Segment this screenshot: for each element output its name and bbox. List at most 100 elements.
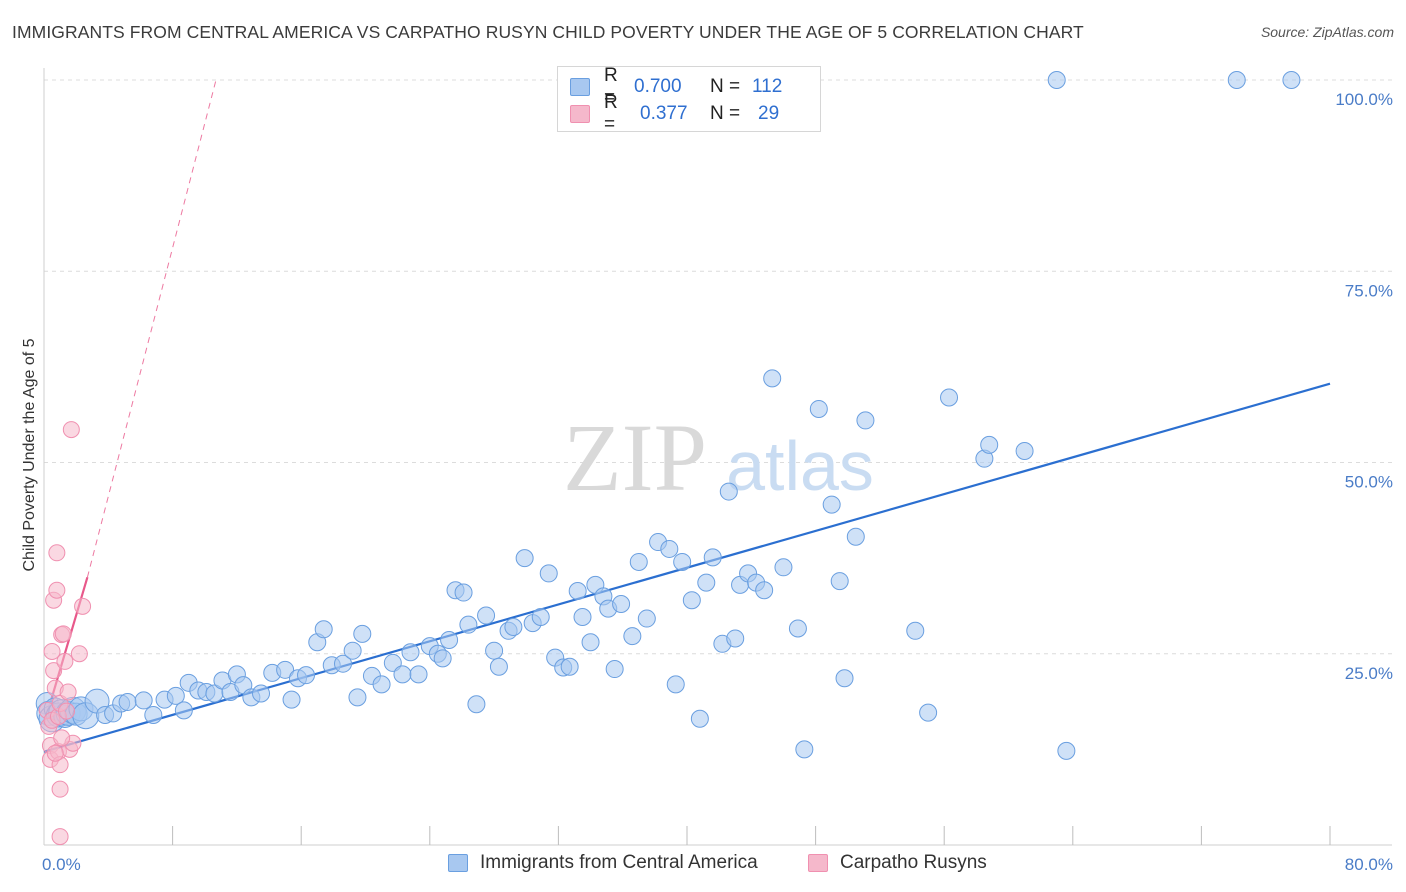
point-carpatho-rusyns bbox=[43, 642, 61, 660]
point-central-america bbox=[673, 552, 692, 571]
point-central-america bbox=[297, 666, 316, 685]
series-legend-carpatho-rusyns[interactable]: Carpatho Rusyns bbox=[808, 852, 987, 874]
source-label: Source: ZipAtlas.com bbox=[1260, 24, 1394, 40]
gridlines bbox=[44, 79, 1392, 655]
point-central-america bbox=[333, 654, 352, 673]
series-legend: Immigrants from Central America Carpatho… bbox=[0, 852, 1406, 878]
point-central-america bbox=[440, 630, 459, 649]
watermark: ZIP atlas bbox=[563, 404, 874, 511]
point-central-america bbox=[788, 619, 807, 638]
series-swatch-pink bbox=[808, 854, 828, 872]
point-central-america bbox=[573, 608, 592, 627]
point-central-america bbox=[980, 435, 999, 454]
y-axis-label: Child Poverty Under the Age of 5 bbox=[21, 338, 38, 571]
legend-r-label: R = bbox=[604, 65, 618, 108]
point-central-america bbox=[515, 549, 534, 568]
trend-extension-carpatho-rusyns bbox=[86, 79, 217, 578]
point-central-america bbox=[623, 627, 642, 646]
point-central-america bbox=[372, 675, 391, 694]
y-tick-label: 75.0% bbox=[1345, 281, 1393, 300]
axes bbox=[43, 68, 1392, 846]
point-central-america bbox=[690, 709, 709, 728]
chart-title: IMMIGRANTS FROM CENTRAL AMERICA VS CARPA… bbox=[12, 22, 1084, 42]
y-tick-label: 25.0% bbox=[1345, 664, 1393, 683]
legend-r-value: 0.700 bbox=[634, 76, 682, 97]
point-carpatho-rusyns bbox=[51, 780, 69, 798]
legend-r-value: 0.377 bbox=[640, 103, 688, 124]
point-central-america bbox=[755, 581, 774, 600]
point-central-america bbox=[539, 564, 558, 583]
legend-n-label: N = bbox=[710, 103, 741, 124]
legend-row-central-america: R = 0.700 N = 112 bbox=[570, 65, 783, 108]
point-central-america bbox=[485, 641, 504, 660]
series-legend-central-america[interactable]: Immigrants from Central America bbox=[448, 852, 758, 874]
x-tick-label: 80.0% bbox=[1345, 855, 1393, 874]
point-central-america bbox=[846, 527, 865, 546]
point-central-america bbox=[919, 703, 938, 722]
point-central-america bbox=[433, 649, 452, 668]
point-central-america bbox=[531, 608, 550, 627]
x-tick-labels: 0.0% 80.0% bbox=[42, 855, 1393, 874]
point-carpatho-rusyns bbox=[59, 683, 77, 701]
point-carpatho-rusyns bbox=[56, 652, 74, 670]
point-central-america bbox=[353, 624, 372, 643]
point-central-america bbox=[1057, 741, 1076, 760]
point-central-america bbox=[719, 482, 738, 501]
point-central-america bbox=[504, 617, 523, 636]
data-points bbox=[35, 71, 1301, 846]
point-central-america bbox=[629, 552, 648, 571]
series-swatch-blue bbox=[448, 854, 468, 872]
y-tick-label: 100.0% bbox=[1335, 90, 1393, 109]
y-tick-labels: 25.0% 50.0% 75.0% 100.0% bbox=[1335, 90, 1393, 683]
point-central-america bbox=[856, 411, 875, 430]
point-central-america bbox=[401, 643, 420, 662]
point-central-america bbox=[612, 595, 631, 614]
legend-swatch-pink bbox=[570, 105, 590, 123]
point-carpatho-rusyns bbox=[74, 597, 92, 615]
point-central-america bbox=[835, 669, 854, 688]
series-label: Immigrants from Central America bbox=[480, 852, 758, 873]
point-central-america bbox=[467, 695, 486, 714]
point-central-america bbox=[276, 660, 295, 679]
legend-swatch-blue bbox=[570, 78, 590, 96]
point-central-america bbox=[560, 657, 579, 676]
legend-n-value: 29 bbox=[758, 103, 780, 124]
series-label: Carpatho Rusyns bbox=[840, 852, 987, 873]
point-central-america bbox=[660, 539, 679, 558]
point-central-america bbox=[144, 705, 163, 724]
point-central-america bbox=[282, 690, 301, 709]
point-central-america bbox=[343, 641, 362, 660]
point-central-america bbox=[726, 629, 745, 648]
point-central-america bbox=[682, 591, 701, 610]
point-carpatho-rusyns bbox=[62, 421, 80, 439]
point-central-america bbox=[1047, 71, 1066, 89]
point-central-america bbox=[637, 609, 656, 628]
point-central-america bbox=[393, 665, 412, 684]
y-tick-label: 50.0% bbox=[1345, 473, 1393, 492]
legend-n-value: 112 bbox=[752, 76, 783, 97]
point-central-america bbox=[581, 633, 600, 652]
point-central-america bbox=[568, 582, 587, 601]
point-central-america bbox=[822, 495, 841, 514]
point-carpatho-rusyns bbox=[54, 625, 72, 643]
point-central-america bbox=[383, 653, 402, 672]
correlation-legend: R = 0.700 N = 112 R = 0.377 N = 29 bbox=[557, 65, 821, 135]
point-carpatho-rusyns bbox=[48, 581, 66, 599]
point-central-america bbox=[409, 665, 428, 684]
point-carpatho-rusyns bbox=[45, 662, 63, 680]
point-carpatho-rusyns bbox=[53, 729, 71, 747]
point-central-america bbox=[697, 573, 716, 592]
point-carpatho-rusyns bbox=[46, 744, 64, 762]
point-central-america bbox=[489, 657, 508, 676]
point-central-america bbox=[774, 558, 793, 577]
point-central-america bbox=[348, 688, 367, 707]
point-central-america bbox=[666, 675, 685, 694]
watermark-atlas: atlas bbox=[726, 427, 874, 505]
point-central-america bbox=[1015, 442, 1034, 461]
legend-n-label: N = bbox=[710, 76, 741, 97]
point-central-america bbox=[795, 740, 814, 759]
point-carpatho-rusyns bbox=[48, 544, 66, 562]
point-central-america bbox=[1227, 71, 1246, 89]
point-central-america bbox=[166, 686, 185, 705]
point-central-america bbox=[830, 572, 849, 591]
